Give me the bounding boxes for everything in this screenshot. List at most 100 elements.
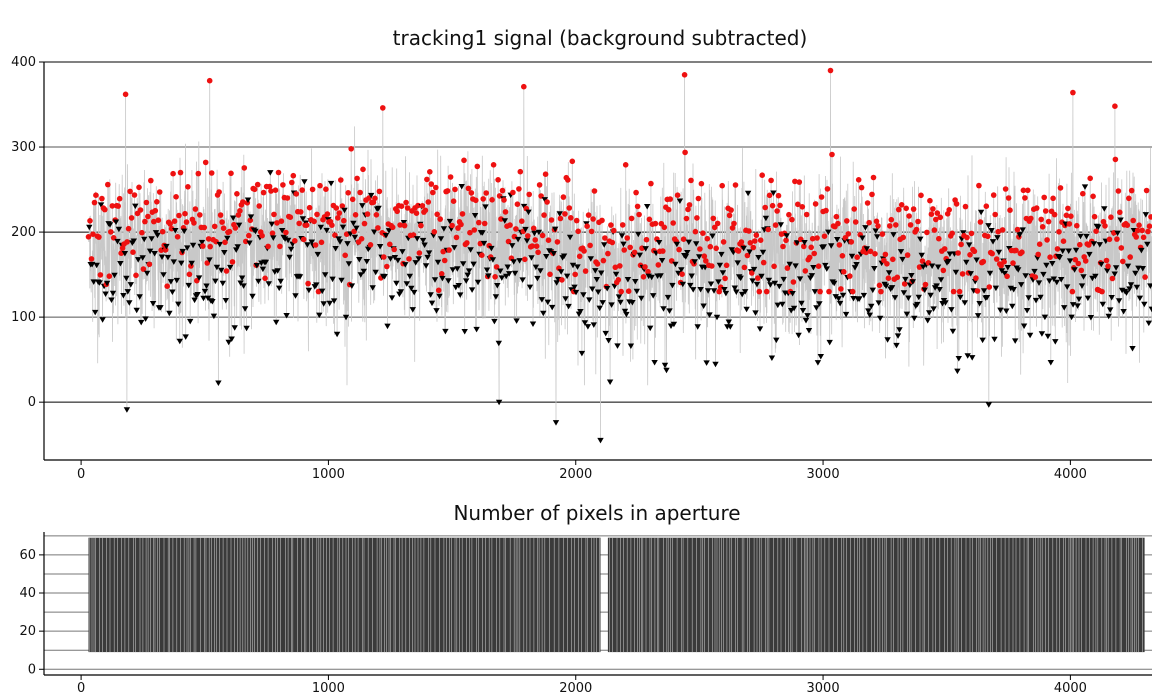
signal-point-low: [206, 257, 213, 263]
signal-point-low: [1050, 276, 1057, 282]
signal-point-high: [735, 248, 742, 254]
signal-point-high: [345, 190, 352, 196]
signal-point-high: [1050, 195, 1056, 202]
signal-point-low: [792, 263, 799, 269]
signal-point-high: [1045, 218, 1052, 225]
signal-point-low: [581, 320, 589, 326]
signal-point-low: [1031, 268, 1038, 275]
signal-point-high: [940, 267, 947, 274]
signal-point-high: [652, 220, 659, 227]
signal-point-high: [154, 199, 160, 205]
signal-point-high: [611, 227, 617, 234]
signal-point-low: [267, 170, 274, 176]
signal-point-high: [907, 222, 914, 228]
signal-point-low: [976, 301, 983, 307]
signal-point-low: [1080, 274, 1087, 280]
signal-point-high: [1051, 211, 1058, 218]
signal-point-low: [522, 226, 529, 233]
signal-point-low: [124, 289, 131, 295]
signal-point-high: [185, 184, 191, 190]
signal-point-high: [136, 184, 142, 191]
signal-point-low: [739, 291, 746, 298]
signal-point-high: [277, 243, 283, 250]
signal-point-high: [306, 204, 313, 211]
signal-point-low: [446, 218, 454, 225]
signal-point-low: [957, 294, 964, 301]
signal-point-high: [636, 211, 642, 218]
signal-point-low: [92, 309, 99, 316]
signal-point-low: [574, 264, 581, 270]
signal-point-high: [826, 288, 832, 295]
signal-point-high: [406, 256, 412, 262]
signal-point-high: [364, 211, 371, 217]
signal-point-low: [961, 300, 968, 306]
signal-point-high: [645, 268, 651, 275]
signal-point-low: [985, 402, 992, 408]
signal-point-high: [1117, 209, 1123, 216]
signal-point-low: [868, 303, 875, 310]
signal-point-low: [780, 276, 787, 283]
signal-point-low: [644, 204, 651, 210]
signal-point-high: [882, 251, 889, 258]
signal-point-high: [108, 229, 114, 235]
signal-point-low: [154, 232, 161, 239]
signal-point-low: [1078, 283, 1086, 289]
signal-point-high: [573, 217, 580, 224]
signal-point-low: [268, 221, 275, 228]
signal-point-high: [1025, 187, 1031, 194]
signal-point-low: [1115, 298, 1123, 304]
signal-point-high: [234, 191, 240, 197]
signal-point-high: [1080, 190, 1086, 197]
signal-point-low: [231, 325, 238, 331]
signal-point-high: [1105, 263, 1111, 270]
signal-point-low: [604, 286, 611, 292]
signal-point-high: [933, 216, 939, 223]
signal-point-low: [740, 245, 747, 252]
signal-point-low: [333, 331, 341, 338]
signal-point-high: [1099, 288, 1105, 295]
signal-point-low: [341, 207, 348, 214]
signal-point-low: [1142, 212, 1149, 218]
signal-point-low: [356, 257, 363, 263]
signal-point-high: [949, 230, 955, 237]
signal-point-low: [148, 236, 155, 242]
signal-point-high: [510, 189, 516, 196]
signal-point-high: [318, 239, 325, 246]
signal-point-high: [887, 223, 893, 229]
signal-point-high: [532, 237, 538, 243]
signal-point-low: [136, 294, 143, 300]
signal-point-low: [246, 240, 253, 246]
signal-point-high: [722, 275, 728, 282]
signal-point-low: [425, 250, 433, 256]
signal-point-low: [834, 237, 841, 243]
signal-point-high: [1106, 236, 1113, 243]
signal-point-high: [728, 207, 734, 213]
signal-point-low: [292, 293, 299, 299]
signal-point-low: [569, 262, 577, 269]
signal-x-tick-label: 3000: [807, 467, 840, 482]
signal-point-low: [1059, 248, 1066, 254]
signal-point-low: [663, 367, 670, 374]
signal-point-low: [557, 269, 565, 275]
signal-point-high: [384, 263, 390, 270]
signal-point-high: [795, 201, 801, 208]
signal-point-high: [398, 203, 405, 209]
signal-point-low: [562, 296, 569, 302]
signal-point-low: [323, 227, 330, 234]
signal-point-high: [495, 177, 501, 183]
signal-point-low: [460, 261, 467, 267]
signal-point-high: [317, 182, 323, 189]
signal-point-low: [1114, 230, 1121, 237]
signal-point-high: [746, 228, 752, 234]
signal-point-high: [151, 218, 157, 225]
signal-point-low: [182, 334, 189, 340]
signal-point-low: [494, 283, 501, 289]
signal-point-low: [471, 213, 479, 219]
signal-point-low: [99, 317, 106, 323]
signal-point-low: [175, 301, 182, 308]
signal-point-low: [463, 278, 470, 284]
signal-point-high: [256, 203, 263, 209]
signal-point-low: [1138, 247, 1145, 254]
signal-point-low: [123, 407, 131, 413]
signal-point-high: [983, 203, 990, 209]
